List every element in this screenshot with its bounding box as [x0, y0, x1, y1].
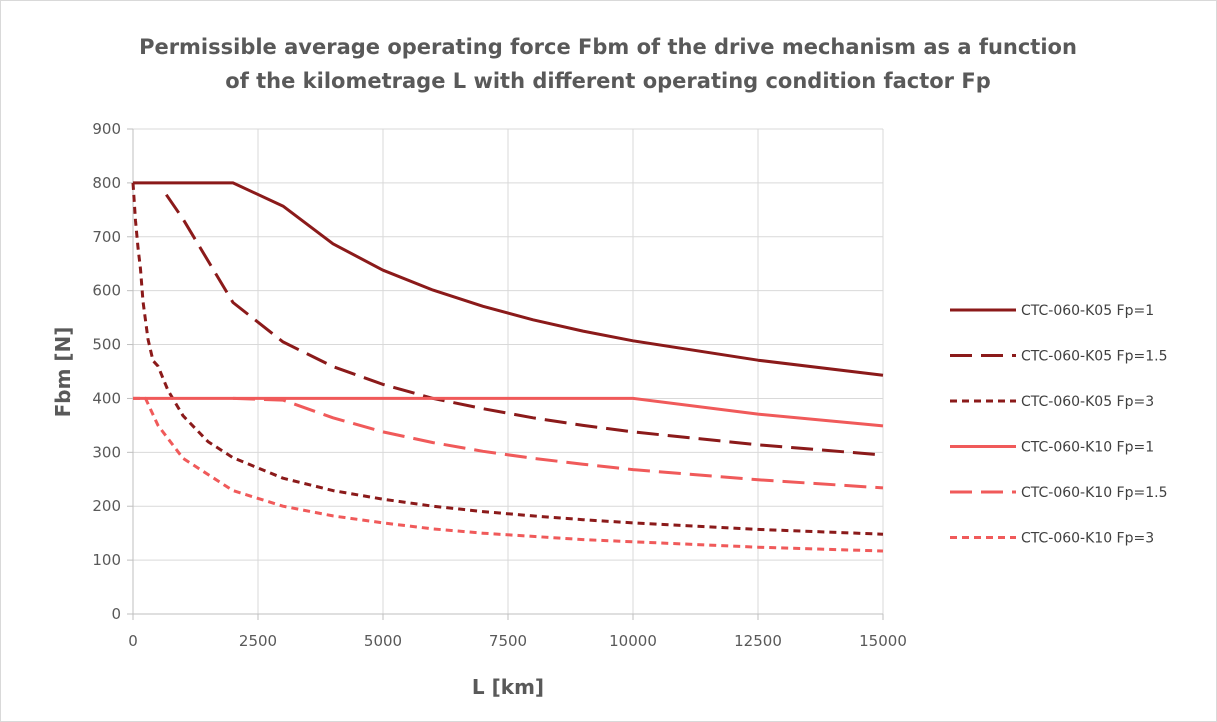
legend-label-1: CTC-060-K05 Fp=1	[1021, 303, 1154, 319]
x-tick-label: 10000	[609, 632, 657, 650]
y-tick-label: 400	[92, 389, 121, 407]
series-line-6	[133, 396, 884, 553]
series-line-1	[133, 181, 884, 377]
y-tick-label: 100	[92, 551, 121, 569]
x-tick-label: 7500	[489, 632, 527, 650]
series-line-5	[232, 396, 884, 490]
x-tick-label: 0	[128, 632, 138, 650]
series-line-3	[131, 182, 884, 536]
y-tick-label: 700	[92, 228, 121, 246]
x-tick-label: 2500	[239, 632, 277, 650]
axes: 0 100 200 300 400 500 600 700 800 900 0 2500 5000 750…	[92, 120, 907, 650]
x-tick-label: 5000	[364, 632, 402, 650]
series-line-4	[133, 396, 884, 428]
legend-label-3: CTC-060-K05 Fp=3	[1021, 394, 1154, 410]
y-tick-label: 0	[111, 605, 121, 623]
y-tick-label: 600	[92, 282, 121, 300]
y-tick-label: 500	[92, 336, 121, 354]
legend-label-4: CTC-060-K10 Fp=1	[1021, 440, 1154, 456]
gridlines	[133, 128, 884, 614]
y-tick-label: 900	[92, 120, 121, 138]
chart-title-line-2: of the kilometrage L with different oper…	[225, 69, 990, 93]
y-tick-label: 800	[92, 174, 121, 192]
series-layer	[131, 181, 884, 553]
legend: CTC-060-K05 Fp=1 CTC-060-K05 Fp=1.5 CTC-06…	[950, 303, 1168, 547]
y-tick-label: 300	[92, 443, 121, 461]
legend-label-5: CTC-060-K10 Fp=1.5	[1021, 485, 1168, 501]
legend-label-6: CTC-060-K10 Fp=3	[1021, 531, 1154, 547]
chart-title-line-1: Permissible average operating force Fbm …	[139, 35, 1077, 59]
legend-label-2: CTC-060-K05 Fp=1.5	[1021, 349, 1168, 365]
x-axis-title: L [km]	[472, 675, 544, 699]
y-axis-title: Fbm [N]	[51, 327, 75, 418]
y-tick-label: 200	[92, 497, 121, 515]
x-tick-label: 15000	[859, 632, 907, 650]
x-tick-label: 12500	[734, 632, 782, 650]
